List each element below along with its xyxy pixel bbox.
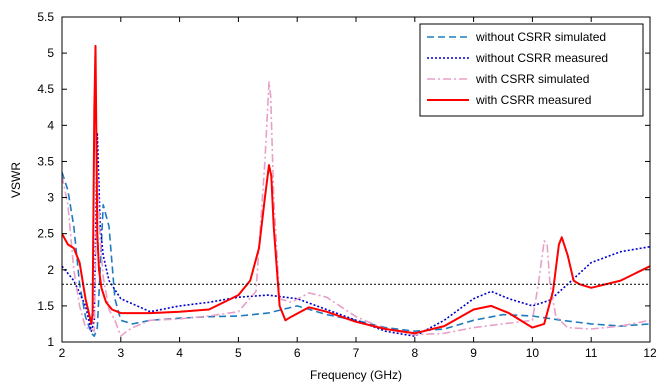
legend-label-1: without CSRR measured <box>475 51 608 65</box>
x-tick-label: 12 <box>643 346 657 360</box>
x-tick-label: 4 <box>176 346 183 360</box>
series-layer <box>62 44 650 338</box>
y-tick-label: 3 <box>47 191 54 205</box>
x-tick-label: 9 <box>470 346 477 360</box>
x-axis-label: Frequency (GHz) <box>310 368 402 382</box>
y-tick-label: 1.5 <box>37 299 54 313</box>
x-tick-label: 2 <box>59 346 66 360</box>
x-tick-label: 11 <box>585 346 598 360</box>
x-tick-label: 8 <box>411 346 418 360</box>
y-tick-label: 3.5 <box>37 154 54 168</box>
x-tick-label: 10 <box>526 346 540 360</box>
legend-label-2: with CSRR simulated <box>475 72 589 86</box>
x-tick-label: 6 <box>294 346 301 360</box>
y-tick-label: 1 <box>47 335 54 349</box>
series-line-3 <box>62 44 650 335</box>
legend: without CSRR simulated without CSRR measu… <box>419 23 644 117</box>
x-tick-label: 7 <box>353 346 360 360</box>
x-tick-label: 5 <box>235 346 242 360</box>
y-tick-label: 4 <box>47 118 54 132</box>
y-tick-label: 5.5 <box>37 10 54 24</box>
tick-layer: 2 3 4 5 6 7 8 9 10 11 12 1 1.5 2 2.5 3 3.5 4 4.5 5 5.5 <box>37 10 657 360</box>
y-tick-label: 5 <box>47 46 54 60</box>
y-tick-label: 4.5 <box>37 82 54 96</box>
y-tick-label: 2.5 <box>37 227 54 241</box>
legend-label-0: without CSRR simulated <box>475 30 606 44</box>
y-tick-label: 2 <box>47 263 54 277</box>
x-tick-label: 3 <box>117 346 124 360</box>
y-axis-label: VSWR <box>9 162 23 198</box>
legend-label-3: with CSRR measured <box>475 93 591 107</box>
